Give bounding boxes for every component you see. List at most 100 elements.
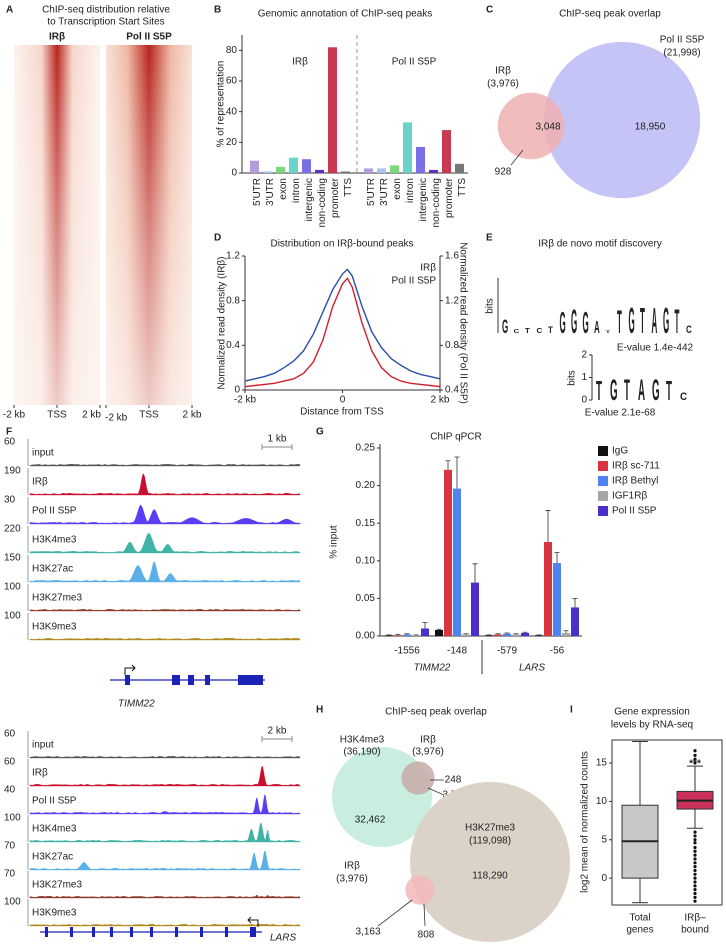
gene-exon <box>70 927 73 937</box>
y-tick-label: 0.15 <box>356 518 376 529</box>
set-label: H3K27me3 <box>465 823 515 834</box>
y-tick-label: 1 <box>581 372 587 383</box>
track-peak <box>160 573 181 582</box>
x-tick-label: TSS <box>47 410 67 421</box>
legend-label: IGF1Rβ <box>612 491 647 502</box>
bar <box>302 159 311 173</box>
region-label: 808 <box>418 930 435 941</box>
y-tick-label: 40 <box>226 106 238 117</box>
y-tick-label: 10 <box>596 796 608 807</box>
bar <box>521 632 529 636</box>
y-tick-label: 80 <box>226 45 238 56</box>
scale-bar-label: 1 kb <box>268 434 287 445</box>
column-label: IRβ <box>49 32 65 43</box>
y-tick-label: 0.00 <box>356 631 376 642</box>
heatmap-fade <box>106 45 192 405</box>
bar <box>416 146 425 173</box>
y2-tick-label: 1.2 <box>445 295 459 306</box>
track-peak <box>130 504 151 524</box>
bar <box>421 628 429 636</box>
y-tick-label: 0.05 <box>356 593 376 604</box>
track-peak <box>256 765 269 786</box>
track-peak <box>53 784 61 786</box>
panel-letter: I <box>570 705 573 716</box>
track-label: input <box>32 740 54 751</box>
legend-label: Pol II S5P <box>392 276 437 287</box>
x-tick-label: 5'UTR <box>366 178 377 206</box>
bar <box>364 168 373 173</box>
bar <box>544 542 552 636</box>
track-label: H3K27me3 <box>32 880 82 891</box>
track-scale: 70 <box>4 841 16 852</box>
legend-swatch <box>598 491 608 501</box>
motif-letter: T <box>596 376 602 407</box>
track-peak <box>254 822 267 842</box>
x-tick-label: -2 kb <box>234 395 257 406</box>
track-scale: 30 <box>4 495 16 506</box>
y2-tick-label: 0.4 <box>445 385 459 396</box>
track-scale: 40 <box>4 785 16 796</box>
error-bar <box>422 622 428 629</box>
set-label: H3K4me3 <box>340 735 385 746</box>
legend-swatch <box>598 446 608 456</box>
outlier <box>693 872 697 876</box>
track-peak <box>198 924 240 926</box>
track-scale: 100 <box>4 611 21 622</box>
motif-letter: A <box>652 300 658 341</box>
set-label: IRβ <box>344 861 360 872</box>
panel-letter: F <box>6 427 12 438</box>
error-bar <box>404 633 410 635</box>
outlier <box>693 899 697 903</box>
track-scale: 150 <box>4 553 21 564</box>
bar <box>412 635 420 636</box>
y-tick-label: 1.2 <box>226 251 240 262</box>
series-line <box>244 268 441 382</box>
column-label: Pol II S5P <box>126 32 172 43</box>
error-bar <box>472 563 478 583</box>
x-tick-label: TTS <box>457 178 468 197</box>
bar <box>377 168 386 173</box>
y2-axis-label: Normalized read density (Pol II S5P) <box>457 242 468 404</box>
motif-letter: C <box>514 329 520 335</box>
track-baseline <box>29 923 301 927</box>
x-tick-label: bound <box>681 925 709 936</box>
x-tick-label: Total <box>629 913 650 924</box>
leader-line <box>377 899 413 927</box>
track-peak <box>251 797 262 814</box>
outlier <box>693 853 697 857</box>
panel-title: IRβ de novo motif discovery <box>538 239 662 250</box>
panel-letter: E <box>486 233 493 244</box>
x-tick-label: non-coding <box>317 178 328 227</box>
x-tick-label: 2 kb <box>82 410 101 421</box>
group-label: Pol II S5P <box>392 57 437 68</box>
leader-line <box>427 787 445 796</box>
x-tick-label: promoter <box>330 177 341 218</box>
track-peak <box>144 509 165 524</box>
outlier <box>693 868 697 873</box>
legend-swatch <box>598 461 608 471</box>
gene-exon <box>125 675 130 685</box>
y-tick-label: 0.8 <box>226 295 240 306</box>
panel-title: Genomic annotation of ChIP-seq peaks <box>258 9 433 20</box>
legend-swatch <box>598 476 608 486</box>
x-tick-label: exon <box>278 178 289 200</box>
scale-bar-label: 2 kb <box>268 726 287 737</box>
bar <box>403 634 411 636</box>
error-bar <box>545 510 551 542</box>
motif-letter: C <box>680 392 688 404</box>
track-baseline <box>29 492 301 496</box>
leader-line <box>423 903 426 927</box>
venn-circle <box>409 781 571 943</box>
legend-label: IRβ Bethyl <box>612 476 658 487</box>
track-peak <box>263 895 272 898</box>
track-scale: 60 <box>4 757 16 768</box>
outlier <box>693 838 697 842</box>
y-axis-label: bits <box>567 370 578 386</box>
x-tick-label: 0 <box>340 395 346 406</box>
x-tick-label: -2 kb <box>105 413 128 424</box>
outlier <box>693 834 697 838</box>
motif-letter: A <box>638 373 645 407</box>
x-tick-label: -56 <box>550 646 565 657</box>
x-tick-label: intergenic <box>304 178 315 221</box>
track-peak <box>259 794 270 814</box>
